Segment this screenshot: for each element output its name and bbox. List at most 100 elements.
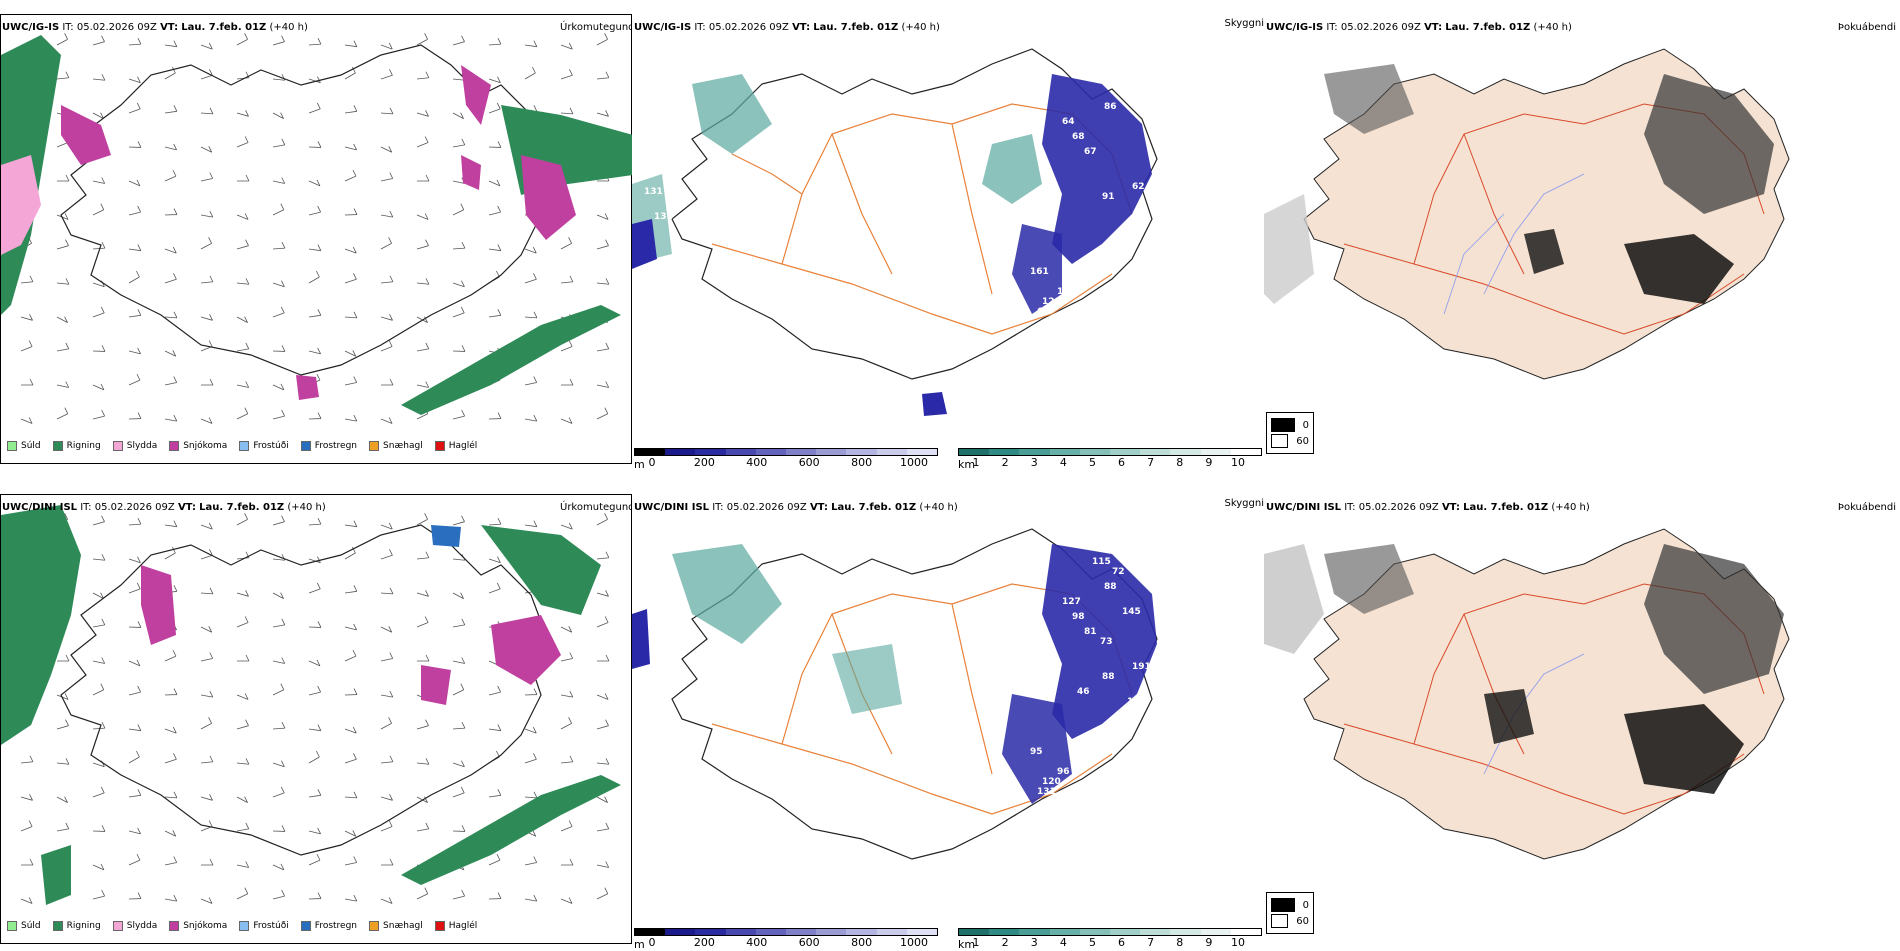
height-scale-bottom: 0 200 400 600 800 1000 m — [634, 928, 938, 951]
visibility-value: 98 — [1070, 752, 1083, 762]
wind-barb — [236, 342, 250, 352]
wind-barb — [272, 825, 286, 832]
scale-color-step — [1200, 449, 1231, 455]
wind-barb — [164, 414, 178, 422]
legend-swatch — [239, 441, 250, 451]
legend-swatch — [7, 441, 17, 451]
vt-label: VT: — [160, 22, 179, 33]
km-scale-top: 1 2 3 4 5 6 7 8 9 10 km — [958, 448, 1262, 471]
wind-barb — [128, 853, 141, 866]
scale-bar — [634, 928, 938, 936]
wind-barb — [236, 861, 250, 868]
snow-area-east — [491, 615, 561, 685]
precip-title-top: Úrkomutegund — [560, 22, 635, 33]
valid-time: Lau. 7.feb. 01Z — [181, 22, 267, 33]
wind-barb — [488, 205, 502, 216]
wind-barb — [488, 141, 502, 148]
scale-tick-label: 10 — [1231, 936, 1245, 949]
wind-barb — [200, 522, 213, 530]
wind-barb — [128, 37, 142, 46]
wind-barb — [380, 897, 393, 904]
wind-barb — [596, 887, 609, 900]
wind-barb — [524, 376, 538, 386]
wind-barb — [164, 791, 178, 799]
visibility-value: 109 — [1117, 717, 1136, 727]
wind-barb — [488, 724, 502, 732]
legend-label: Rigning — [66, 441, 101, 451]
visibility-value: 102 — [1082, 257, 1101, 267]
visibility-value: 96 — [1057, 767, 1070, 777]
visibility-value: 62 — [1132, 182, 1145, 192]
snow-area-east — [521, 155, 576, 240]
visibility-value: 145 — [1122, 607, 1141, 617]
wind-barb — [200, 652, 214, 662]
wind-barb — [560, 340, 573, 352]
wind-barb — [20, 314, 33, 321]
wind-barb — [596, 278, 610, 285]
wind-barb — [561, 858, 574, 866]
wind-barb — [164, 894, 178, 902]
wind-barb — [596, 719, 609, 730]
wind-barb — [272, 889, 286, 900]
wind-barb — [416, 822, 430, 832]
scale-color-step — [695, 449, 726, 455]
snow-area-central — [461, 155, 481, 190]
wind-barb — [128, 244, 142, 252]
wind-barb — [92, 657, 106, 664]
wind-barb — [272, 721, 286, 730]
fog-dark-central — [1484, 689, 1534, 744]
wind-barb — [236, 822, 250, 832]
wind-barb — [57, 174, 70, 182]
scale-tick-label: 5 — [1088, 456, 1096, 469]
wind-barb — [92, 683, 105, 696]
wind-barb — [344, 856, 358, 866]
cloud-legend-swatch — [1271, 434, 1289, 448]
wind-barb — [488, 556, 501, 564]
scale-color-step — [755, 449, 787, 455]
wind-barb — [200, 275, 214, 284]
wind-barb — [596, 213, 609, 220]
wind-barb — [201, 858, 214, 866]
wind-barb — [272, 112, 284, 119]
wind-barb — [200, 314, 213, 321]
wind-barb — [128, 750, 140, 764]
wind-barb — [92, 345, 106, 352]
scale-unit: km — [958, 938, 976, 951]
wind-barb — [272, 177, 286, 184]
wind-barb — [380, 417, 393, 424]
wind-barb — [560, 107, 574, 115]
wind-barb — [452, 138, 466, 148]
wind-barb — [56, 381, 70, 388]
wind-barb — [92, 112, 104, 119]
cloud-legend-value: 0 — [1302, 899, 1309, 911]
wind-barb — [488, 179, 501, 187]
wind-barb — [164, 350, 177, 357]
cloud-panel-top: 0 60 — [1264, 14, 1900, 464]
rain-area-west — [1, 505, 81, 745]
scale-unit: m — [634, 938, 645, 951]
wind-barb — [128, 102, 141, 114]
init-time: IT: 05.02.2026 09Z — [1326, 22, 1421, 33]
wind-barb — [344, 520, 358, 528]
wind-barb — [596, 513, 608, 526]
wind-barb — [200, 755, 214, 764]
init-time: IT: 05.02.2026 09Z — [62, 22, 157, 33]
wind-barb — [56, 316, 68, 323]
wind-barb — [416, 71, 430, 80]
visibility-value: 64 — [1082, 737, 1095, 747]
scale-color-step — [906, 449, 938, 455]
wind-barb — [164, 246, 177, 254]
wind-barb — [596, 758, 610, 765]
scale-color-step — [1170, 449, 1201, 455]
scale-tick-label: 1000 — [900, 456, 928, 469]
scale-tick-label: 1 — [972, 456, 980, 469]
legend-item-rigning: Rigning — [52, 921, 101, 931]
scale-color-step — [959, 449, 990, 455]
legend-label: Snæhagl — [383, 921, 423, 931]
cloud-legend-row: 0 — [1271, 418, 1309, 432]
legend-swatch — [169, 921, 180, 931]
wind-barb — [200, 717, 212, 730]
legend-item-snjókoma: Snjókoma — [169, 441, 227, 451]
wind-barb — [344, 894, 358, 902]
